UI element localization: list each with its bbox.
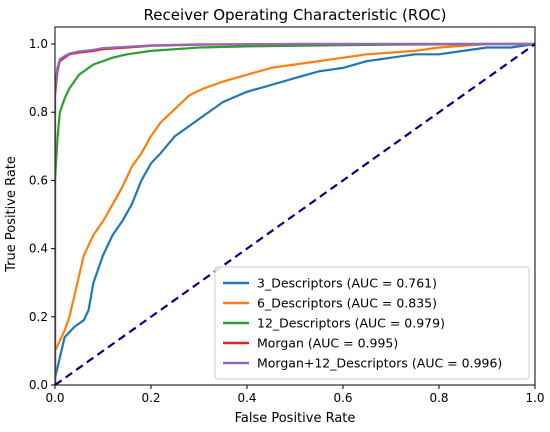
y-axis-ticks: 0.0 0.2 0.4 0.6 0.8 1.0: [29, 37, 55, 392]
y-tick-label: 1.0: [29, 37, 48, 51]
legend-entry: 12_Descriptors (AUC = 0.979): [257, 316, 445, 331]
x-axis-ticks: 0.0 0.2 0.4 0.6 0.8 1.0: [45, 385, 545, 405]
y-tick-label: 0.2: [29, 310, 48, 324]
legend-entry: Morgan+12_Descriptors (AUC = 0.996): [257, 356, 502, 371]
series-line-5: [55, 42, 535, 385]
series-line-2: [55, 42, 535, 385]
x-axis-label: False Positive Rate: [235, 411, 356, 426]
chance-reference-line: [55, 43, 535, 385]
legend: 3_Descriptors (AUC = 0.761) 6_Descriptors…: [214, 266, 530, 380]
x-tick-label: 0.2: [141, 391, 160, 405]
plot-frame: [54, 26, 536, 386]
y-tick-label: 0.6: [29, 173, 48, 187]
x-tick-label: 0.8: [429, 391, 448, 405]
y-tick-label: 0.8: [29, 105, 48, 119]
chart-title: Receiver Operating Characteristic (ROC): [144, 6, 447, 24]
legend-entry: 3_Descriptors (AUC = 0.761): [257, 276, 437, 291]
legend-entry: 6_Descriptors (AUC = 0.835): [257, 296, 437, 311]
x-tick-label: 1.0: [525, 391, 544, 405]
x-tick-label: 0.6: [333, 391, 352, 405]
x-tick-label: 0.0: [45, 391, 64, 405]
series-line-1: [55, 42, 535, 385]
y-tick-label: 0.0: [29, 378, 48, 392]
plot-area: [55, 42, 535, 385]
legend-box: [214, 266, 530, 380]
legend-entry: Morgan (AUC = 0.995): [257, 336, 398, 351]
x-tick-label: 0.4: [237, 391, 256, 405]
y-tick-label: 0.4: [29, 242, 48, 256]
y-axis-label: True Positive Rate: [4, 156, 19, 273]
